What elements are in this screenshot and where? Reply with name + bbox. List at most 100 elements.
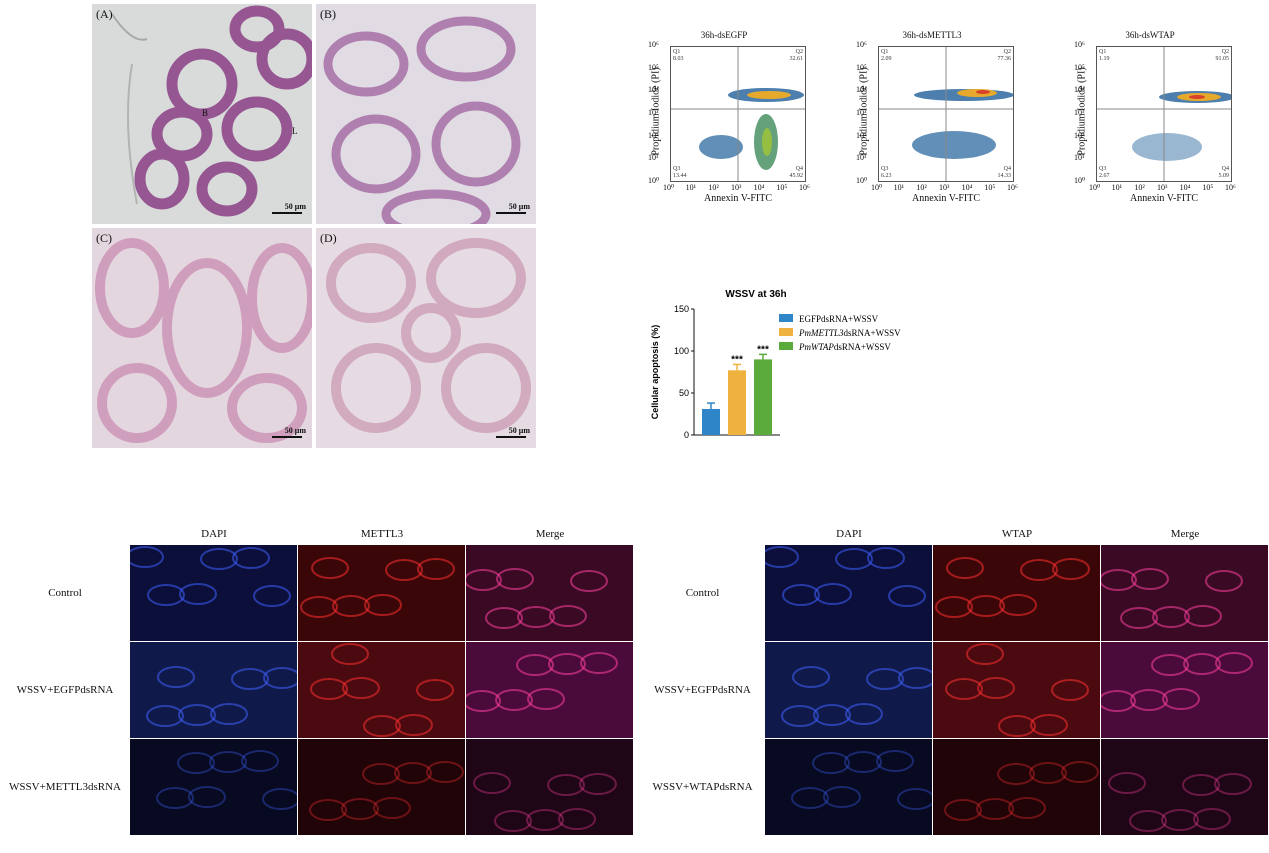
fluorescence-texture — [1101, 568, 1243, 629]
q2-value: 91.05 — [1215, 56, 1230, 62]
panel-label: (B) — [320, 7, 336, 21]
y-tick-label: 10⁵ — [856, 62, 867, 72]
fluorescence-panel-mettl3: DAPI METTL3 Merge Control WSSV+EGFPdsRNA WSSV… — [0, 520, 634, 850]
y-tick-label: 10² — [1074, 130, 1085, 140]
bar-chart-panel: WSSV at 36h 0 50 100 150 Cellular apoptosis (… — [636, 280, 1246, 440]
fluorescence-texture — [146, 666, 297, 727]
fluorescence-texture — [156, 750, 297, 810]
y-tick-label: 10¹ — [1074, 153, 1085, 163]
y-tick-label: 10² — [856, 130, 867, 140]
fluorescence-image — [933, 545, 1100, 641]
fluorescence-texture — [944, 761, 1099, 821]
bar — [754, 359, 772, 435]
column-label: DAPI — [201, 528, 227, 540]
flow-title: 36h-dsWTAP — [1125, 30, 1175, 40]
fluorescence-image — [130, 739, 297, 835]
fluorescence-image — [466, 739, 633, 835]
scale-label: 50 μm — [284, 426, 306, 435]
x-tick-label: 10¹ — [1111, 183, 1123, 192]
scale-label: 50 μm — [508, 426, 530, 435]
flow-xlabel: Annexin V-FITC — [703, 193, 773, 204]
y-tick-label: 100 — [674, 346, 689, 356]
x-tick-label: 10⁵ — [984, 183, 996, 192]
fluorescence-texture — [765, 546, 926, 607]
annotation-b: B — [202, 108, 209, 118]
fluorescence-image — [765, 642, 932, 738]
legend-label: EGFPdsRNA+WSSV — [799, 314, 879, 324]
histology-image-b — [316, 4, 536, 224]
x-tick-label: 10⁶ — [1225, 183, 1236, 192]
chart-title: WSSV at 36h — [725, 289, 786, 300]
flow-xlabel: Annexin V-FITC — [911, 193, 981, 204]
q4-label: Q4 — [1221, 166, 1229, 172]
fluorescence-texture — [791, 750, 932, 810]
y-tick-label: 10⁶ — [648, 40, 659, 49]
histology-panel-b: (B) 50 μm — [316, 4, 536, 224]
histology-panel-c: (C) 50 μm — [92, 228, 312, 448]
x-tick-label: 10⁴ — [1179, 183, 1191, 192]
x-tick-label: 10⁰ — [871, 183, 883, 192]
fluorescence-texture — [130, 546, 291, 607]
q3-value: 2.67 — [1099, 173, 1110, 179]
y-tick-label: 10³ — [648, 108, 659, 117]
bar — [728, 370, 746, 435]
column-label: Merge — [535, 528, 565, 540]
y-tick-label: 10⁵ — [1074, 62, 1085, 72]
histology-image-c — [92, 228, 312, 448]
q2-label: Q2 — [1003, 49, 1011, 55]
scale-bar — [272, 212, 302, 214]
x-tick-label: 10⁵ — [776, 183, 788, 192]
x-tick-label: 10³ — [939, 183, 950, 192]
y-tick-label: 10¹ — [856, 153, 867, 163]
flow-density — [671, 47, 805, 181]
x-tick-label: 10² — [708, 183, 719, 192]
row-label: WSSV+EGFPdsRNA — [16, 683, 114, 696]
annotation-l: L — [292, 126, 298, 136]
fluorescence-image — [933, 642, 1100, 738]
q1-label: Q1 — [881, 49, 889, 55]
fluorescence-image — [933, 739, 1100, 835]
column-label: Merge — [1170, 528, 1200, 540]
scale-label: 50 μm — [508, 202, 530, 211]
fluorescence-image — [1101, 545, 1268, 641]
flow-plot-egfp: 36h-dsEGFP Q1 8.03 Q2 32.61 Q3 13.44 Q4 … — [644, 30, 810, 230]
histology-panel-a: (A) B L 50 μm — [92, 4, 312, 224]
fluorescence-image — [466, 642, 633, 738]
y-tick-label: 10² — [648, 130, 659, 140]
flow-density — [879, 47, 1013, 181]
flow-title: 36h-dsEGFP — [700, 30, 748, 40]
fluorescence-image — [130, 545, 297, 641]
legend-swatch — [779, 328, 793, 336]
y-tick-label: 10⁴ — [1074, 85, 1085, 95]
y-tick-label: 10³ — [1074, 108, 1085, 117]
q2-label: Q2 — [1221, 49, 1229, 55]
fluorescence-image — [298, 545, 465, 641]
column-label: WTAP — [1001, 528, 1033, 540]
y-tick-label: 10⁰ — [856, 176, 868, 185]
flow-density — [1097, 47, 1231, 181]
y-tick-label: 10⁶ — [856, 40, 867, 49]
fluorescence-image — [1101, 739, 1268, 835]
fluorescence-image — [1101, 642, 1268, 738]
y-tick-label: 50 — [679, 388, 689, 398]
fluorescence-image — [298, 739, 465, 835]
histology-image-d — [316, 228, 536, 448]
histology-image-a — [92, 4, 312, 224]
x-tick-label: 10⁶ — [1007, 183, 1018, 192]
fluorescence-texture — [1101, 652, 1253, 712]
y-tick-label: 150 — [674, 304, 689, 314]
q3-value: 6.23 — [881, 173, 892, 179]
fluorescence-image — [466, 545, 633, 641]
histology-panel-d: (D) 50 μm — [316, 228, 536, 448]
significance-label: *** — [757, 344, 769, 355]
flow-plot-mettl3: 36h-dsMETTL3 Q1 2.09 Q2 77.36 Q3 6.23 Q4… — [852, 30, 1018, 230]
fluorescence-texture — [310, 643, 454, 737]
x-tick-label: 10⁰ — [663, 183, 675, 192]
x-tick-label: 10⁶ — [799, 183, 810, 192]
q1-label: Q1 — [1099, 49, 1107, 55]
fluorescence-texture — [1108, 772, 1252, 832]
panel-label: (D) — [320, 231, 337, 245]
row-label: Control — [685, 586, 720, 599]
flow-scatter: Q1 1.19 Q2 91.05 Q3 2.67 Q4 5.09 — [1096, 46, 1232, 182]
scale-bar — [272, 436, 302, 438]
